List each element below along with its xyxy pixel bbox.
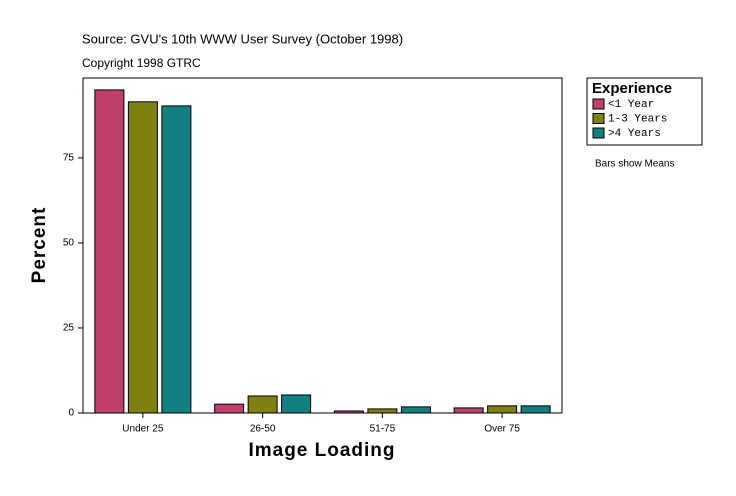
- legend-swatch: [592, 98, 605, 110]
- legend-label: >4 Years: [608, 128, 661, 140]
- bar: [94, 89, 125, 414]
- y-axis-label: Percent: [29, 207, 50, 284]
- y-tick-label: 0: [68, 408, 74, 419]
- bar: [367, 408, 398, 414]
- bar: [487, 405, 518, 414]
- legend-title: Experience: [592, 80, 672, 97]
- bar: [281, 394, 312, 414]
- bar: [214, 403, 245, 414]
- bar: [453, 407, 484, 414]
- y-tick-label: 25: [63, 323, 75, 334]
- note: Bars show Means: [595, 159, 674, 170]
- y-tick-label: 75: [63, 153, 75, 164]
- bar: [520, 405, 551, 414]
- legend-box: [586, 77, 703, 146]
- chart-subtitle: Copyright 1998 GTRC: [82, 56, 201, 70]
- x-tick-label: Over 75: [484, 424, 520, 435]
- legend-label: 1-3 Years: [608, 113, 667, 125]
- bar: [161, 105, 192, 414]
- x-tick-label: 51-75: [370, 424, 396, 435]
- plot-frame: [82, 77, 563, 414]
- bar: [400, 406, 431, 414]
- x-tick-label: 26-50: [250, 424, 276, 435]
- chart-title: Source: GVU's 10th WWW User Survey (Octo…: [82, 31, 403, 46]
- bar: [127, 101, 158, 414]
- legend-swatch: [592, 113, 605, 124]
- bar: [247, 395, 278, 414]
- y-tick-label: 50: [63, 238, 75, 249]
- legend-swatch: [592, 127, 605, 139]
- legend-label: <1 Year: [608, 99, 654, 111]
- x-tick-label: Under 25: [122, 424, 164, 435]
- x-axis-label: Image Loading: [248, 440, 395, 461]
- bar: [333, 410, 364, 414]
